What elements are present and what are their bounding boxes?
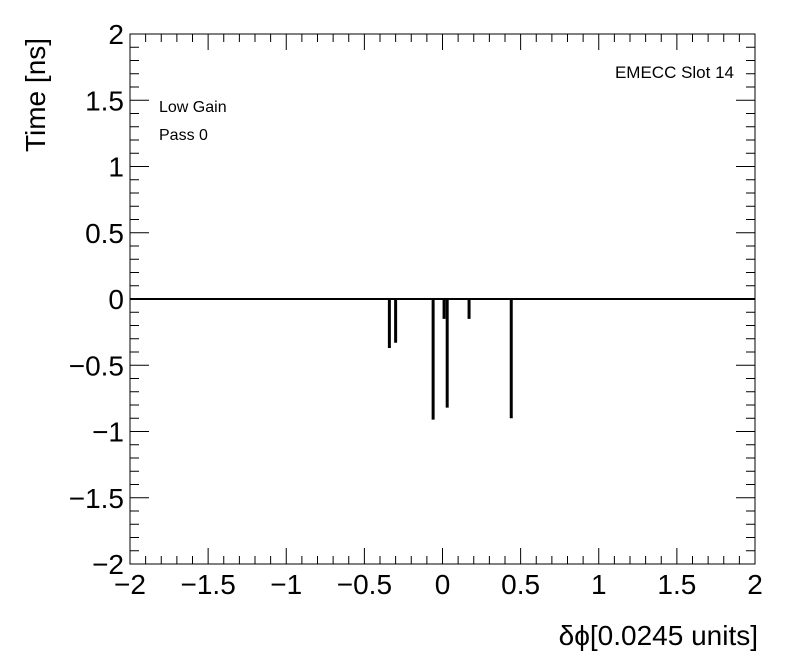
ticks-layer bbox=[129, 33, 756, 565]
x-tick-label: 2 bbox=[747, 569, 763, 600]
x-tick-label: 0.5 bbox=[501, 569, 540, 600]
bars-layer bbox=[387, 299, 513, 420]
slot-annotation: EMECC Slot 14 bbox=[614, 63, 734, 82]
x-tick-label: 0 bbox=[435, 569, 451, 600]
x-tick-label: 1 bbox=[591, 569, 607, 600]
y-tick-label: −1 bbox=[92, 417, 124, 448]
tick-labels-layer: −2 −1.5 −1 −0.5 0 0.5 1 1.5 2 −2 −1.5 −1 −0.5 0 0.5 1 1.… bbox=[69, 19, 763, 600]
pass-annotation: Pass 0 bbox=[159, 127, 208, 144]
y-tick-label: 2 bbox=[108, 19, 124, 50]
y-tick-label: 0.5 bbox=[85, 218, 124, 249]
x-tick-label: −1.5 bbox=[180, 569, 235, 600]
x-tick-label: −0.5 bbox=[337, 569, 392, 600]
x-axis-label: δϕ[0.0245 units] bbox=[558, 620, 758, 651]
y-tick-label: 1.5 bbox=[85, 85, 124, 116]
y-axis-label: Time [ns] bbox=[20, 37, 51, 153]
x-tick-label: −2 bbox=[114, 569, 146, 600]
gain-annotation: Low Gain bbox=[159, 99, 227, 116]
y-tick-label: −1.5 bbox=[69, 483, 124, 514]
x-tick-label: 1.5 bbox=[657, 569, 696, 600]
y-tick-label: 0 bbox=[108, 284, 124, 315]
y-tick-label: −2 bbox=[92, 549, 124, 580]
y-tick-label: 1 bbox=[108, 152, 124, 183]
y-tick-label: −0.5 bbox=[69, 350, 124, 381]
x-tick-label: −1 bbox=[270, 569, 302, 600]
